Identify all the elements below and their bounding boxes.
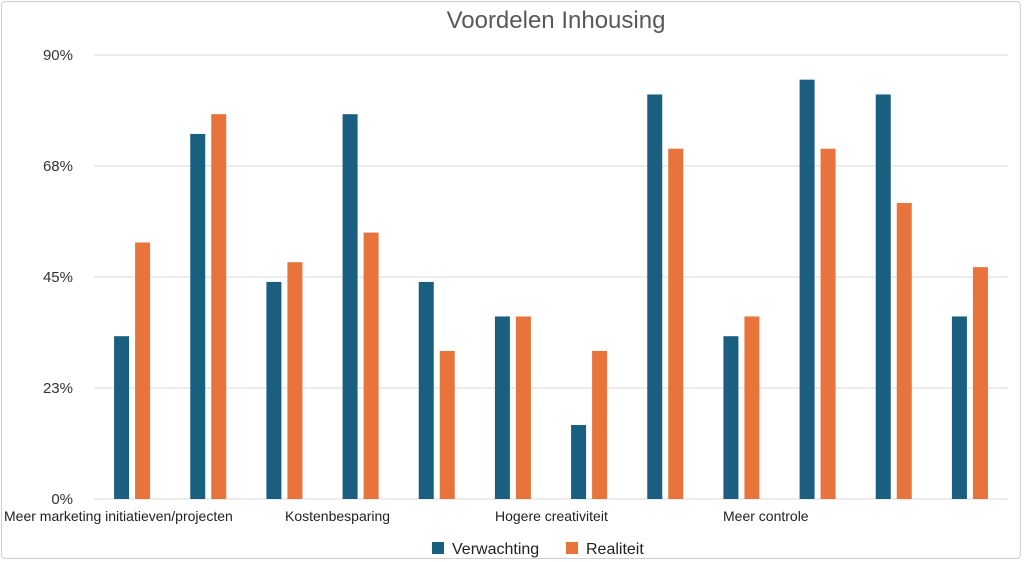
legend-swatch-verwachting: [432, 542, 444, 554]
bar-verwachting-9: [723, 336, 739, 499]
category-label: Hogere creativiteit: [495, 508, 608, 524]
bar-realiteit-7: [592, 351, 608, 499]
bar-verwachting-4: [342, 114, 358, 499]
bar-verwachting-12: [951, 316, 967, 499]
legend-swatch-realiteit: [566, 542, 578, 554]
chart-title: Voordelen Inhousing: [447, 7, 666, 34]
x-axis-category-labels: Meer marketing initiatieven/projecten Kos…: [4, 508, 809, 524]
bar-verwachting-8: [647, 94, 663, 499]
bar-verwachting-7: [571, 425, 587, 499]
y-axis-tick-labels: 0% 23% 45% 68% 90%: [43, 47, 73, 508]
bar-realiteit-3: [287, 262, 303, 499]
y-tick-label: 0%: [51, 491, 73, 508]
category-label: Meer controle: [723, 508, 809, 524]
bar-verwachting-2: [190, 133, 206, 499]
bar-verwachting-11: [875, 94, 891, 499]
legend: Verwachting Realiteit: [432, 541, 644, 558]
legend-label-realiteit: Realiteit: [586, 541, 644, 558]
category-label: Kostenbesparing: [285, 508, 390, 524]
y-tick-label: 23%: [43, 380, 73, 397]
bars: [114, 79, 988, 500]
y-tick-label: 68%: [43, 158, 73, 175]
bar-realiteit-8: [668, 148, 684, 499]
gridlines: [94, 54, 1008, 500]
bar-verwachting-6: [494, 316, 510, 499]
bar-realiteit-9: [744, 316, 760, 499]
bar-realiteit-10: [820, 148, 836, 499]
bar-verwachting-10: [799, 79, 815, 500]
bar-realiteit-12: [972, 267, 988, 499]
bar-realiteit-2: [211, 114, 227, 499]
bar-verwachting-3: [266, 281, 282, 499]
category-label: Meer marketing initiatieven/projecten: [4, 508, 233, 524]
legend-label-verwachting: Verwachting: [452, 541, 539, 558]
bar-realiteit-6: [515, 316, 531, 499]
bar-realiteit-4: [363, 232, 379, 499]
y-tick-label: 90%: [43, 47, 73, 64]
y-tick-label: 45%: [43, 269, 73, 286]
bar-realiteit-1: [135, 242, 151, 499]
bar-realiteit-5: [439, 351, 455, 499]
bar-verwachting-1: [114, 336, 130, 499]
bar-realiteit-11: [896, 203, 912, 499]
bar-verwachting-5: [418, 281, 434, 499]
